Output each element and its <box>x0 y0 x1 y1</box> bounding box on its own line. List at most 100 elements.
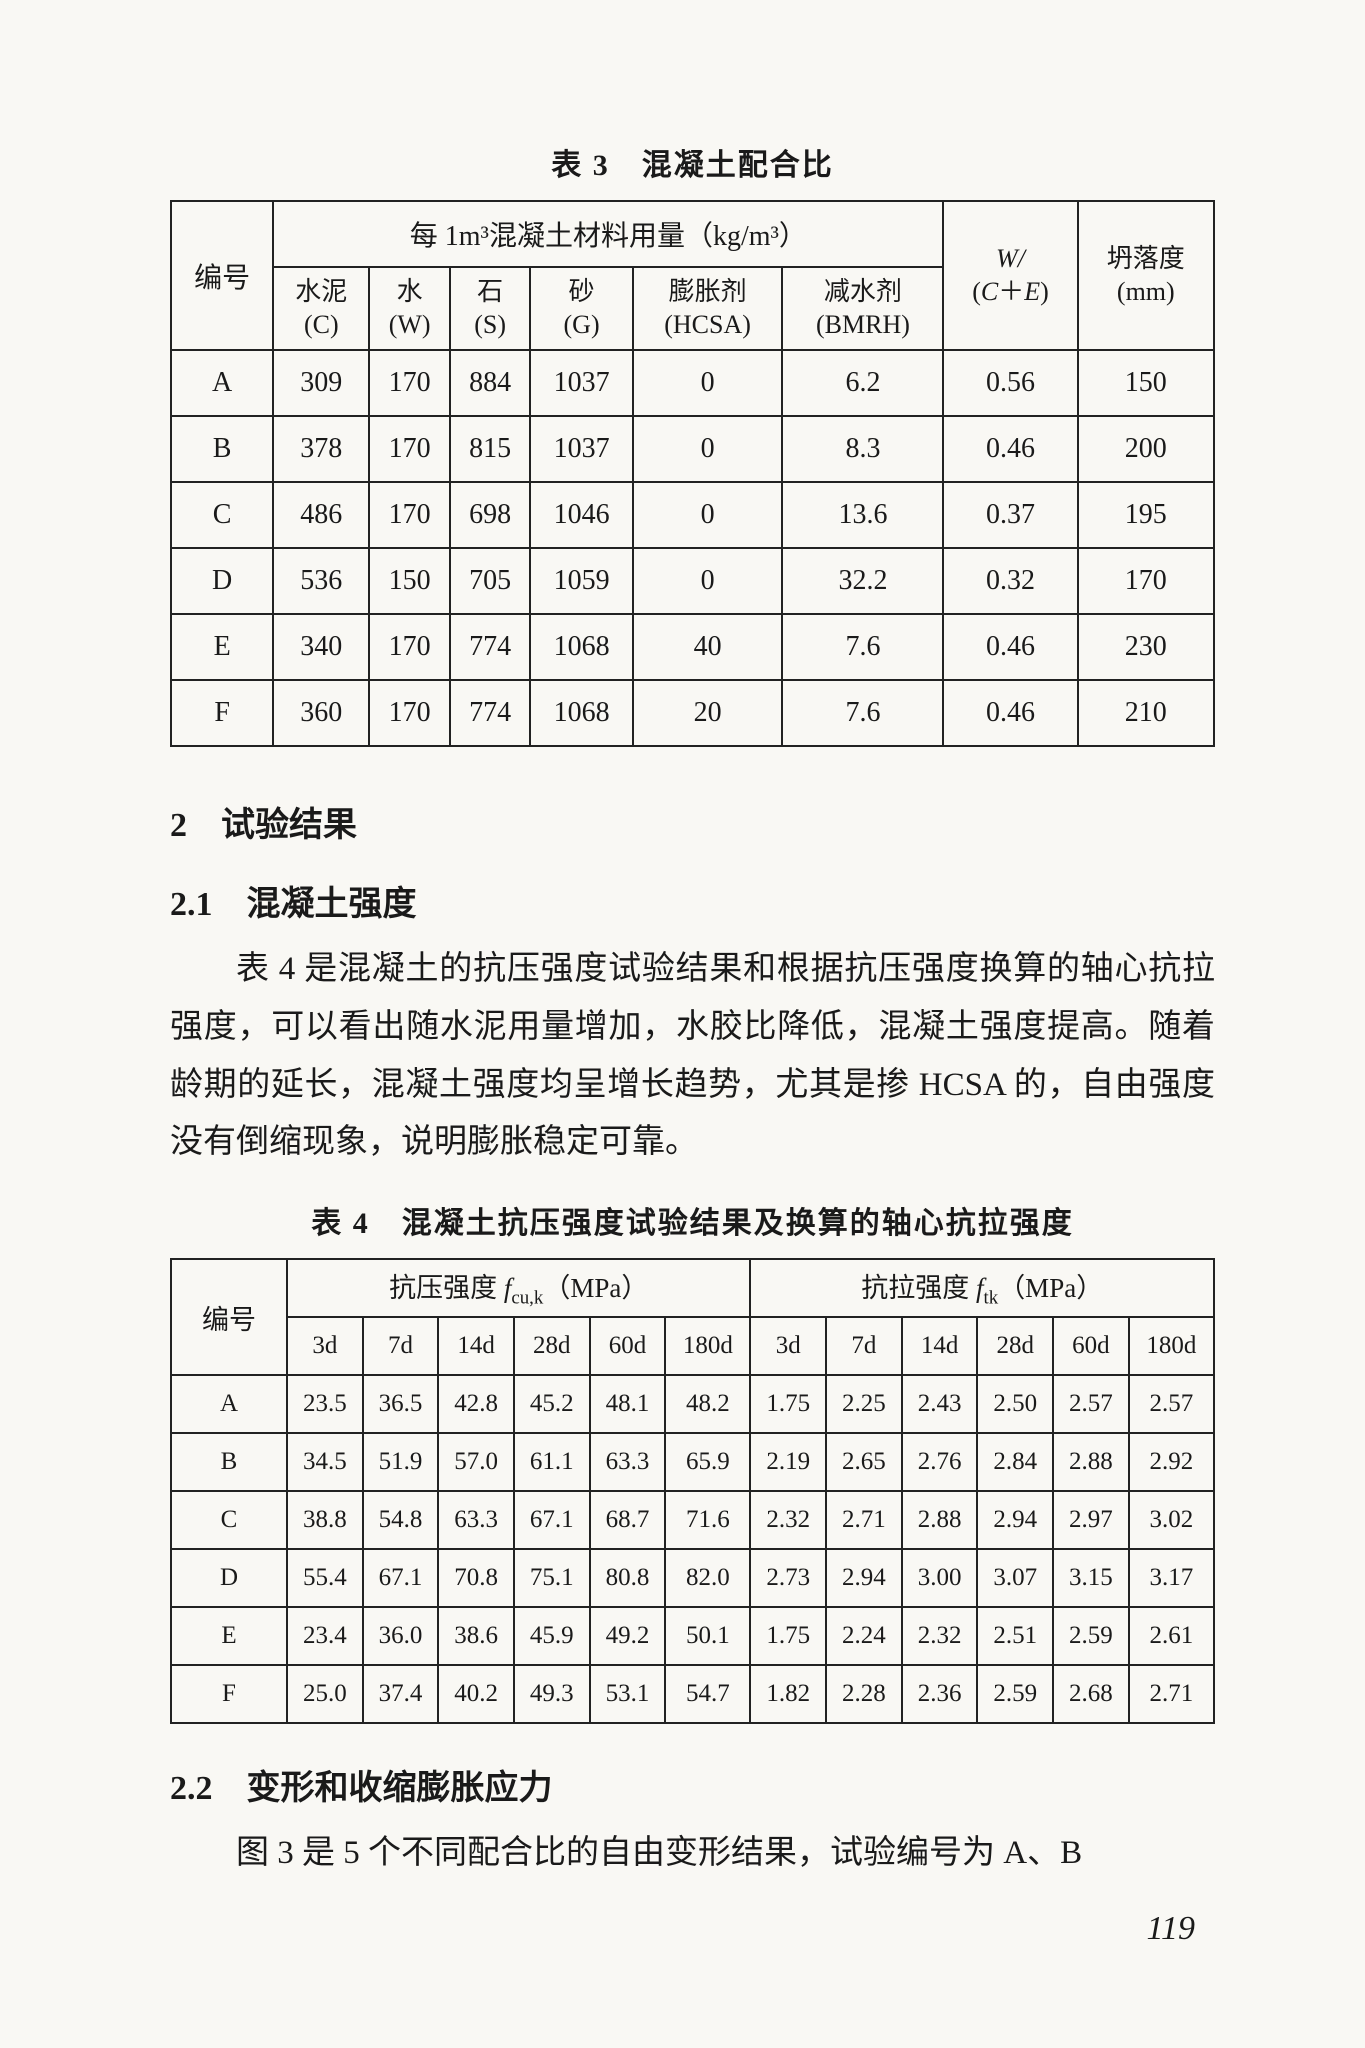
table-cell: 50.1 <box>665 1607 750 1665</box>
t3-col-s: 石(S) <box>450 267 531 350</box>
page-number: 119 <box>1147 1910 1195 1948</box>
table-cell: 360 <box>273 680 369 746</box>
table-cell: 2.50 <box>977 1375 1053 1433</box>
table-cell: 65.9 <box>665 1433 750 1491</box>
table-row: E3401707741068407.60.46230 <box>171 614 1214 680</box>
table-cell: 1068 <box>530 614 632 680</box>
table-cell: 150 <box>1078 350 1214 416</box>
table-cell: 815 <box>450 416 531 482</box>
table-cell: F <box>171 1665 287 1723</box>
table-cell: 36.0 <box>363 1607 439 1665</box>
table-cell: 0.46 <box>943 416 1077 482</box>
table-cell: 2.28 <box>826 1665 902 1723</box>
t4-age-row: 3d7d14d28d60d180d3d7d14d28d60d180d <box>171 1317 1214 1375</box>
table-cell: 2.25 <box>826 1375 902 1433</box>
table-cell: 774 <box>450 680 531 746</box>
table-cell: 3.02 <box>1129 1491 1214 1549</box>
table-cell: B <box>171 416 273 482</box>
table-cell: 71.6 <box>665 1491 750 1549</box>
table-cell: 0 <box>633 416 783 482</box>
table-cell: 1068 <box>530 680 632 746</box>
t4-age-cell: 28d <box>977 1317 1053 1375</box>
table-cell: 170 <box>369 350 450 416</box>
t4-age-cell: 14d <box>902 1317 978 1375</box>
table-cell: 1.75 <box>750 1375 826 1433</box>
subsection-2-1-heading: 2.1 混凝土强度 <box>170 876 1215 925</box>
table-cell: 340 <box>273 614 369 680</box>
table-cell: 67.1 <box>363 1549 439 1607</box>
table-cell: 0.46 <box>943 680 1077 746</box>
table-cell: 40 <box>633 614 783 680</box>
t4-col-id: 编号 <box>171 1259 287 1375</box>
t4-age-cell: 3d <box>287 1317 363 1375</box>
paragraph-2-2: 图 3 是 5 个不同配合比的自由变形结果，试验编号为 A、B <box>170 1825 1215 1883</box>
t4-age-cell: 14d <box>438 1317 514 1375</box>
table-cell: 45.2 <box>514 1375 590 1433</box>
t4-age-cell: 60d <box>1053 1317 1129 1375</box>
table-cell: 1.82 <box>750 1665 826 1723</box>
table-cell: 7.6 <box>782 680 943 746</box>
t3-col-c: 水泥(C) <box>273 267 369 350</box>
t3-col-w: 水(W) <box>369 267 450 350</box>
table-cell: E <box>171 614 273 680</box>
table-cell: 61.1 <box>514 1433 590 1491</box>
table-row: E23.436.038.645.949.250.11.752.242.322.5… <box>171 1607 1214 1665</box>
table-cell: 486 <box>273 482 369 548</box>
table-cell: 48.2 <box>665 1375 750 1433</box>
table-cell: 2.19 <box>750 1433 826 1491</box>
table-cell: 2.32 <box>902 1607 978 1665</box>
table-cell: 1046 <box>530 482 632 548</box>
table-cell: C <box>171 482 273 548</box>
table-cell: 2.24 <box>826 1607 902 1665</box>
table-cell: 698 <box>450 482 531 548</box>
subsection-2-2-heading: 2.2 变形和收缩膨胀应力 <box>170 1760 1215 1809</box>
table-cell: 0 <box>633 548 783 614</box>
table-cell: 7.6 <box>782 614 943 680</box>
table-cell: 1037 <box>530 350 632 416</box>
table-cell: A <box>171 1375 287 1433</box>
table-cell: 3.15 <box>1053 1549 1129 1607</box>
table-cell: 170 <box>369 680 450 746</box>
t3-col-g: 砂(G) <box>530 267 632 350</box>
table-cell: 49.3 <box>514 1665 590 1723</box>
table-row: A23.536.542.845.248.148.21.752.252.432.5… <box>171 1375 1214 1433</box>
table-row: A309170884103706.20.56150 <box>171 350 1214 416</box>
t4-age-cell: 60d <box>590 1317 666 1375</box>
table-cell: 45.9 <box>514 1607 590 1665</box>
table-cell: 42.8 <box>438 1375 514 1433</box>
table-cell: 2.88 <box>902 1491 978 1549</box>
t3-group-header: 每 1m³混凝土材料用量（kg/m³） <box>273 201 943 267</box>
table-cell: 170 <box>369 482 450 548</box>
table-cell: 1059 <box>530 548 632 614</box>
t4-group-tens: 抗拉强度 ftk（MPa） <box>750 1259 1214 1317</box>
table-cell: 2.88 <box>1053 1433 1129 1491</box>
table-cell: 2.68 <box>1053 1665 1129 1723</box>
table-cell: 0 <box>633 482 783 548</box>
table-cell: 13.6 <box>782 482 943 548</box>
table-cell: 20 <box>633 680 783 746</box>
table-row: F3601707741068207.60.46210 <box>171 680 1214 746</box>
table-cell: 3.17 <box>1129 1549 1214 1607</box>
table-row: F25.037.440.249.353.154.71.822.282.362.5… <box>171 1665 1214 1723</box>
table-cell: 2.59 <box>977 1665 1053 1723</box>
table-cell: 40.2 <box>438 1665 514 1723</box>
table-cell: 6.2 <box>782 350 943 416</box>
section-2-heading: 2 试验结果 <box>170 797 1215 846</box>
table-cell: 774 <box>450 614 531 680</box>
table-row: D55.467.170.875.180.882.02.732.943.003.0… <box>171 1549 1214 1607</box>
table-cell: A <box>171 350 273 416</box>
table-cell: 2.57 <box>1129 1375 1214 1433</box>
paragraph-2-1: 表 4 是混凝土的抗压强度试验结果和根据抗压强度换算的轴心抗拉强度，可以看出随水… <box>170 941 1215 1172</box>
table-cell: 36.5 <box>363 1375 439 1433</box>
table-cell: C <box>171 1491 287 1549</box>
t4-age-cell: 180d <box>1129 1317 1214 1375</box>
table-cell: 37.4 <box>363 1665 439 1723</box>
table-cell: 170 <box>369 416 450 482</box>
table-cell: 536 <box>273 548 369 614</box>
t4-age-cell: 7d <box>826 1317 902 1375</box>
table-cell: 170 <box>369 614 450 680</box>
table-row: C38.854.863.367.168.771.62.322.712.882.9… <box>171 1491 1214 1549</box>
table-cell: 2.51 <box>977 1607 1053 1665</box>
table-cell: 2.59 <box>1053 1607 1129 1665</box>
table-cell: 3.00 <box>902 1549 978 1607</box>
